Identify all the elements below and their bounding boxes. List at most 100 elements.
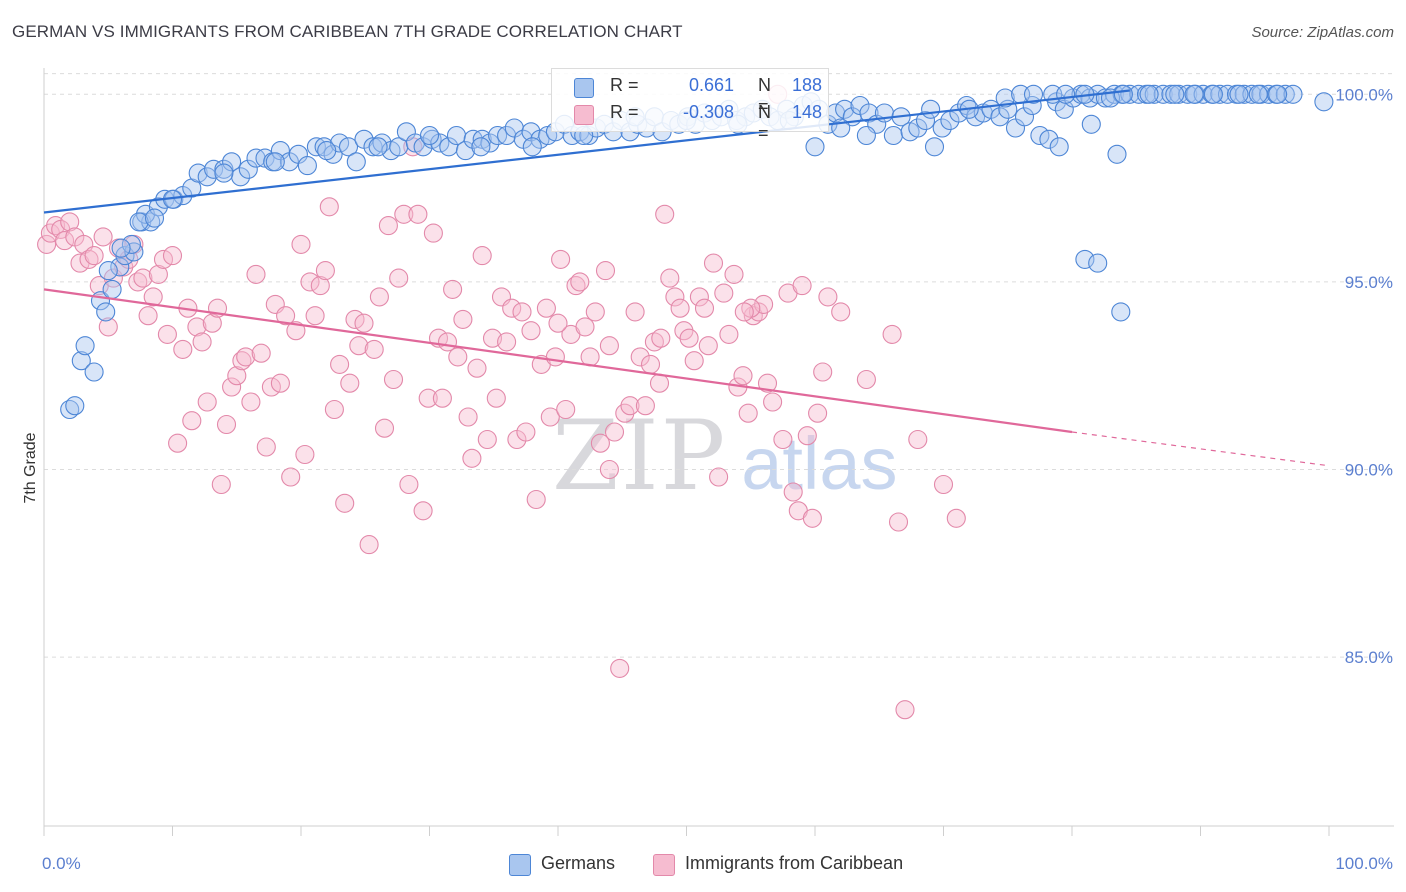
german-point-34 [306, 137, 326, 157]
caribbean-point-165 [946, 508, 966, 528]
caribbean-point-137 [709, 467, 729, 487]
caribbean-point-143 [738, 403, 758, 423]
german-point-8 [110, 257, 130, 277]
german-point-167 [1229, 84, 1249, 104]
caribbean-point-28 [173, 339, 193, 359]
caribbean-point-122 [635, 396, 655, 416]
caribbean-point-2 [46, 216, 66, 236]
chart-title: GERMAN VS IMMIGRANTS FROM CARIBBEAN 7TH … [12, 22, 683, 41]
german-point-174 [1049, 137, 1069, 157]
german-point-110 [932, 118, 952, 138]
caribbean-point-13 [98, 317, 118, 337]
x-ticks [43, 826, 1330, 836]
y-tick-label-100: 100.0% [1335, 85, 1393, 104]
germans-swatch [574, 78, 594, 98]
caribbean-point-27 [168, 433, 188, 453]
german-point-171 [856, 125, 876, 146]
caribbean-point-142 [733, 366, 753, 386]
caribbean-point-135 [698, 336, 718, 356]
caribbean-point-129 [670, 298, 690, 318]
caribbean-point-4 [55, 231, 75, 251]
caribbean-point-131 [679, 328, 699, 348]
caribbean-point-37 [216, 414, 237, 435]
caribbean-point-79 [423, 223, 443, 243]
caribbean-trend-extension [1071, 431, 1330, 467]
german-point-170 [805, 137, 825, 157]
x-tick-label-min: 0.0% [42, 854, 81, 873]
caribbean-point-97 [512, 302, 532, 322]
caribbean-point-98 [516, 422, 536, 442]
caribbean-point-55 [305, 306, 325, 326]
caribbean-n-value: 148 [792, 102, 823, 122]
y-tick-label-95: 95.0% [1345, 273, 1393, 292]
caribbean-point-113 [590, 433, 610, 453]
caribbean-point-58 [319, 197, 339, 217]
german-point-134 [1129, 84, 1149, 104]
caribbean-point-21 [138, 306, 158, 326]
caribbean-point-89 [472, 246, 492, 266]
caribbean-point-19 [128, 272, 148, 292]
caribbean-point-159 [818, 287, 838, 307]
caribbean-point-33 [197, 392, 217, 412]
caribbean-point-49 [276, 306, 296, 326]
caribbean-point-60 [330, 354, 350, 374]
german-point-147 [1234, 84, 1254, 104]
caribbean-point-86 [458, 407, 478, 427]
germans-n-value: 188 [792, 75, 823, 95]
germans-n-label: N = [758, 75, 771, 116]
german-point-3 [75, 336, 95, 356]
german-point-144 [1210, 84, 1230, 104]
caribbean-point-42 [241, 392, 261, 412]
german-point-108 [915, 110, 936, 131]
german-point-187 [317, 141, 337, 161]
caribbean-point-119 [620, 396, 640, 416]
caribbean-point-54 [300, 272, 320, 292]
caribbean-r-label: R = [610, 102, 639, 122]
german-point-172 [921, 99, 941, 119]
caribbean-point-166 [895, 700, 915, 720]
caribbean-point-43 [246, 264, 266, 284]
german-point-184 [368, 137, 388, 157]
german-point-175 [1081, 114, 1101, 134]
caribbean-point-164 [933, 474, 954, 495]
caribbean-point-95 [502, 298, 522, 318]
german-point-196 [1088, 253, 1108, 273]
series-legend: Germans Immigrants from Caribbean [0, 851, 1406, 879]
caribbean-point-20 [133, 268, 153, 288]
caribbean-point-92 [486, 388, 506, 408]
legend-label-caribbean: Immigrants from Caribbean [685, 853, 904, 873]
german-point-163 [1139, 84, 1159, 104]
axes [43, 68, 1394, 827]
german-point-123 [1039, 129, 1059, 149]
caribbean-point-158 [813, 362, 833, 382]
german-point-162 [1113, 84, 1133, 104]
caribbean-point-126 [655, 204, 675, 224]
caribbean-point-134 [694, 298, 715, 318]
caribbean-point-34 [202, 313, 222, 333]
german-point-180 [522, 137, 542, 157]
caribbean-point-154 [792, 276, 812, 296]
caribbean-point-114 [595, 261, 616, 281]
caribbean-point-105 [551, 249, 571, 269]
german-point-185 [419, 125, 440, 146]
german-point-192 [98, 261, 118, 281]
caribbean-point-88 [467, 358, 487, 378]
caribbean-point-9 [79, 249, 99, 269]
caribbean-point-40 [232, 351, 252, 371]
caribbean-point-41 [236, 347, 256, 367]
caribbean-point-148 [763, 392, 783, 412]
caribbean-point-138 [714, 283, 734, 303]
caribbean-point-104 [545, 347, 565, 367]
german-point-191 [111, 238, 131, 258]
caribbean-points [37, 84, 966, 720]
caribbean-point-25 [157, 324, 177, 344]
german-point-52 [455, 141, 476, 161]
german-point-166 [1203, 84, 1223, 104]
german-point-6 [96, 302, 116, 322]
german-point-0 [60, 399, 80, 420]
german-point-165 [1184, 84, 1204, 104]
caribbean-point-78 [418, 388, 438, 408]
caribbean-point-74 [399, 474, 419, 495]
caribbean-point-44 [251, 343, 271, 363]
